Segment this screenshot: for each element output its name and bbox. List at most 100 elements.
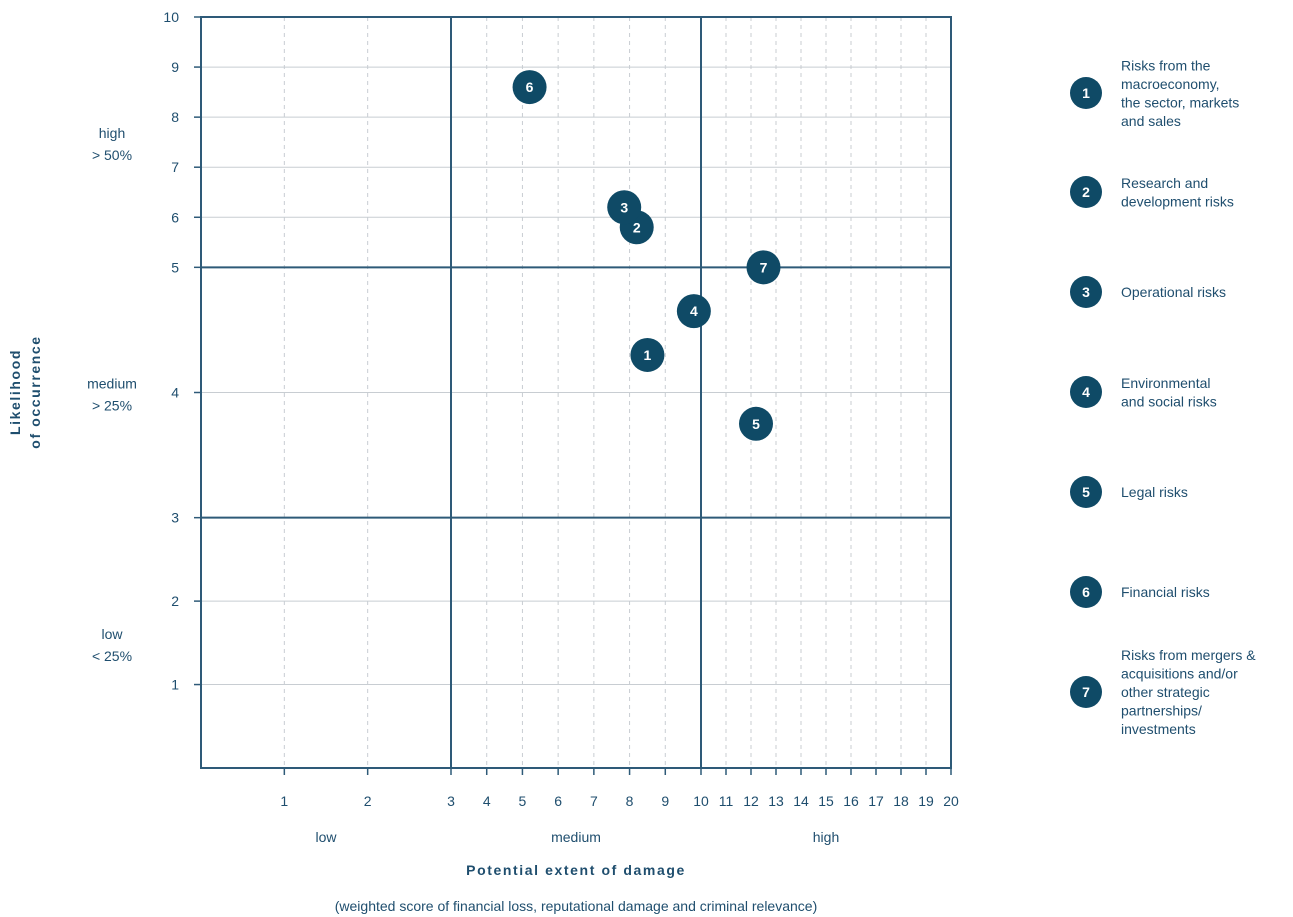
x-tick-label: 11 — [719, 793, 734, 809]
x-tick-label: 1 — [280, 793, 288, 809]
y-band-label: low — [101, 626, 123, 642]
x-tick-label: 19 — [918, 793, 934, 809]
y-tick-label: 8 — [171, 109, 179, 125]
risk-point-marker — [676, 294, 711, 329]
legend-label-line: acquisitions and/or — [1121, 666, 1238, 682]
risk-point-3: 3 — [607, 190, 642, 225]
legend-number: 2 — [1082, 184, 1090, 200]
legend-number: 1 — [1082, 85, 1090, 101]
y-tick-label: 4 — [171, 385, 179, 401]
risk-point-5: 5 — [739, 406, 773, 441]
x-tick-label: 15 — [818, 793, 834, 809]
risk-point-marker — [607, 190, 642, 225]
legend-item-7: 7 Risks from mergers & acquisitions and/or… — [1070, 647, 1256, 737]
legend-label-line: Research and — [1121, 175, 1208, 191]
legend: 1 Risks from the macroeconomy, the sector, … — [1070, 57, 1256, 737]
y-tick-label: 7 — [171, 159, 179, 175]
legend-marker — [1070, 376, 1102, 408]
x-tick-label: 13 — [768, 793, 784, 809]
x-tick-label: 18 — [893, 793, 909, 809]
legend-label-line: Risks from the — [1121, 57, 1211, 73]
legend-item-4: 4 Environmental and social risks — [1070, 375, 1217, 409]
x-tick-label: 4 — [483, 793, 491, 809]
grid-layer — [194, 16, 952, 775]
risk-point-4: 4 — [676, 294, 711, 329]
risk-point-number: 7 — [760, 259, 768, 275]
x-band-label: low — [315, 829, 337, 845]
x-tick-label: 20 — [943, 793, 959, 809]
y-axis-title-line1: Likelihood — [7, 349, 23, 435]
legend-label-line: Financial risks — [1121, 584, 1210, 600]
y-tick-label: 3 — [171, 510, 179, 526]
y-tick-label: 9 — [171, 59, 179, 75]
risk-point-marker — [739, 406, 773, 441]
legend-marker — [1070, 176, 1102, 208]
legend-item-3: 3 Operational risks — [1070, 276, 1226, 308]
y-band-label: high — [99, 125, 125, 141]
y-axis-title-line2: of occurrence — [27, 335, 43, 448]
risk-point-number: 2 — [633, 219, 641, 235]
risk-point-number: 1 — [644, 347, 652, 363]
legend-marker — [1070, 676, 1102, 708]
legend-number: 6 — [1082, 584, 1090, 600]
y-tick-label: 2 — [171, 593, 179, 609]
y-tick-label: 6 — [171, 209, 179, 225]
risk-point-6: 6 — [512, 70, 547, 105]
band-labels: low medium high low < 25% medium > 25% high > 50… — [87, 125, 839, 845]
x-tick-label: 14 — [793, 793, 809, 809]
y-tick-labels: 1 2 3 4 5 6 7 8 9 10 — [163, 9, 179, 693]
legend-label-line: Environmental — [1121, 375, 1211, 391]
legend-item-6: 6 Financial risks — [1070, 576, 1210, 608]
x-tick-label: 16 — [843, 793, 859, 809]
x-axis-subtitle: (weighted score of financial loss, reput… — [335, 898, 817, 914]
risk-point-marker — [746, 250, 781, 285]
x-tick-label: 5 — [519, 793, 527, 809]
x-tick-label: 12 — [743, 793, 759, 809]
legend-label-line: investments — [1121, 721, 1196, 737]
x-band-label: high — [813, 829, 839, 845]
legend-label-line: other strategic — [1121, 684, 1210, 700]
risk-point-marker — [512, 70, 547, 105]
legend-number: 4 — [1082, 384, 1090, 400]
legend-marker — [1070, 576, 1102, 608]
x-tick-label: 10 — [693, 793, 709, 809]
risk-point-marker — [630, 337, 665, 372]
x-axis-title: Potential extent of damage — [466, 862, 686, 878]
legend-label-line: Legal risks — [1121, 484, 1188, 500]
legend-label-line: macroeconomy, — [1121, 76, 1220, 92]
x-tick-label: 9 — [661, 793, 669, 809]
legend-label-line: and sales — [1121, 113, 1181, 129]
x-tick-labels: 1 2 3 4 5 6 7 8 9 10 11 12 13 14 15 16 17 18 19 20 — [280, 793, 959, 809]
x-tick-label: 2 — [364, 793, 372, 809]
legend-marker — [1070, 276, 1102, 308]
x-tick-label: 6 — [554, 793, 562, 809]
legend-label-line: development risks — [1121, 193, 1234, 209]
y-band-sublabel: > 50% — [92, 147, 132, 163]
plot-frame — [200, 16, 952, 769]
x-tick-label: 7 — [590, 793, 598, 809]
legend-label-line: the sector, markets — [1121, 94, 1239, 110]
legend-marker — [1070, 77, 1102, 109]
x-tick-label: 17 — [868, 793, 884, 809]
legend-label-line: Operational risks — [1121, 284, 1226, 300]
legend-label-line: Risks from mergers & — [1121, 647, 1256, 663]
legend-label-line: partnerships/ — [1121, 703, 1202, 719]
legend-marker — [1070, 476, 1102, 508]
y-tick-label: 5 — [171, 259, 179, 275]
legend-label-line: and social risks — [1121, 393, 1217, 409]
risk-point-7: 7 — [746, 250, 781, 285]
y-band-label: medium — [87, 376, 137, 392]
risk-point-number: 5 — [752, 416, 760, 432]
risk-point-number: 4 — [690, 303, 698, 319]
legend-number: 3 — [1082, 284, 1090, 300]
legend-number: 5 — [1082, 484, 1090, 500]
risk-point-1: 1 — [630, 337, 665, 372]
x-tick-label: 8 — [626, 793, 634, 809]
legend-number: 7 — [1082, 684, 1090, 700]
legend-item-5: 5 Legal risks — [1070, 476, 1188, 508]
x-tick-label: 3 — [447, 793, 455, 809]
plot-border — [200, 16, 952, 769]
y-band-sublabel: > 25% — [92, 398, 132, 414]
